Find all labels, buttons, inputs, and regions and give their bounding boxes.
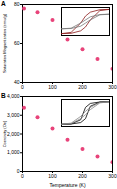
svg-text:0: 0 [21, 173, 24, 179]
svg-text:4,000: 4,000 [7, 93, 20, 99]
svg-text:Coercivity (Oe): Coercivity (Oe) [2, 120, 7, 147]
svg-text:3,000: 3,000 [7, 112, 20, 118]
svg-text:1,000: 1,000 [7, 149, 20, 155]
svg-text:300: 300 [108, 173, 117, 179]
svg-text:300: 300 [108, 84, 117, 90]
svg-text:0: 0 [21, 84, 24, 90]
svg-text:0: 0 [17, 168, 20, 174]
svg-text:40: 40 [14, 79, 20, 85]
svg-text:Saturation Magnetization (emu/: Saturation Magnetization (emu/g) [2, 13, 7, 73]
svg-text:200: 200 [78, 84, 87, 90]
svg-text:60: 60 [14, 40, 20, 46]
html-text:B: B [1, 92, 6, 99]
svg-text:100: 100 [48, 173, 57, 179]
svg-text:200: 200 [78, 173, 87, 179]
svg-text:2,000: 2,000 [7, 131, 20, 137]
svg-text:100: 100 [48, 84, 57, 90]
svg-text:80: 80 [14, 1, 20, 7]
svg-text:Temperature (K): Temperature (K) [49, 182, 85, 188]
html-text:A: A [1, 0, 6, 7]
